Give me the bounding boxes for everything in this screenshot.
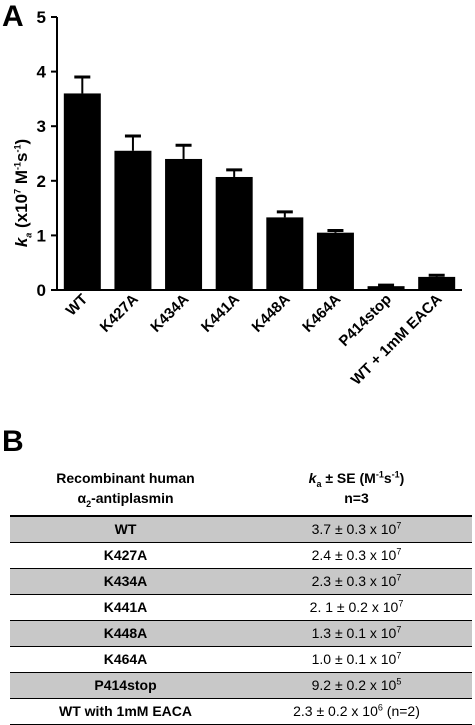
variant-name: P414stop bbox=[10, 672, 241, 699]
rate-value: 2.3 ± 0.3 x 107 bbox=[241, 568, 472, 595]
table-row: WT with 1mM EACA 2.3 ± 0.2 x 106 (n=2) bbox=[10, 698, 472, 725]
x-tick-label: K464A bbox=[299, 291, 344, 336]
x-tick-label: K441A bbox=[198, 291, 243, 336]
x-tick-label: WT bbox=[63, 291, 92, 320]
table-body: WT 3.7 ± 0.3 x 107 K427A 2.4 ± 0.3 x 107 K43… bbox=[10, 516, 472, 725]
exponent: 6 bbox=[377, 702, 383, 713]
exponent: 5 bbox=[396, 676, 402, 687]
exponent: 7 bbox=[396, 624, 402, 635]
variant-name: WT with 1mM EACA bbox=[10, 698, 241, 725]
y-tick-label: 0 bbox=[37, 281, 46, 300]
bar bbox=[165, 158, 203, 290]
y-axis-label-text: ka (x107 M-1s-1) bbox=[12, 138, 34, 248]
bar bbox=[266, 217, 304, 290]
header-col2-line1: ka ± SE (M-1s-1) bbox=[308, 469, 405, 489]
header-col1-line1: Recombinant human bbox=[56, 470, 195, 486]
table-row: K427A 2.4 ± 0.3 x 107 bbox=[10, 542, 472, 569]
variant-name: K448A bbox=[10, 620, 241, 647]
exponent: 7 bbox=[396, 650, 402, 661]
exponent: 7 bbox=[396, 572, 402, 583]
bar bbox=[63, 93, 101, 290]
rate-value: 1.0 ± 0.1 x 107 bbox=[241, 646, 472, 673]
x-tick-label: K427A bbox=[97, 291, 142, 336]
rate-value: 2.4 ± 0.3 x 107 bbox=[241, 542, 472, 569]
x-tick-label: K434A bbox=[147, 291, 192, 336]
panel-a-letter: A bbox=[2, 0, 24, 33]
exponent: 7 bbox=[396, 546, 402, 557]
exponent: 7 bbox=[396, 520, 402, 531]
y-tick-label: 1 bbox=[37, 226, 46, 245]
variant-name: K434A bbox=[10, 568, 241, 595]
rate-value: 1.3 ± 0.1 x 107 bbox=[241, 620, 472, 647]
rate-value: 2.3 ± 0.2 x 106 (n=2) bbox=[241, 698, 472, 725]
variant-name: K464A bbox=[10, 646, 241, 673]
x-tick-label: K448A bbox=[249, 291, 294, 336]
bar bbox=[215, 176, 253, 290]
y-tick-label: 5 bbox=[37, 8, 46, 27]
table-row: K448A 1.3 ± 0.1 x 107 bbox=[10, 620, 472, 647]
variant-name: K441A bbox=[10, 594, 241, 621]
y-axis-label: ka (x107 M-1s-1) bbox=[2, 93, 42, 293]
variant-name: WT bbox=[10, 516, 241, 543]
rate-value: 3.7 ± 0.3 x 107 bbox=[241, 516, 472, 543]
table-row: K441A 2. 1 ± 0.2 x 107 bbox=[10, 594, 472, 621]
bar bbox=[418, 276, 456, 290]
rate-value: 9.2 ± 0.2 x 105 bbox=[241, 672, 472, 699]
table-row: K464A 1.0 ± 0.1 x 107 bbox=[10, 646, 472, 673]
table-row: K434A 2.3 ± 0.3 x 107 bbox=[10, 568, 472, 595]
header-col1-line2: α2-antiplasmin bbox=[10, 490, 241, 517]
rate-value: 2. 1 ± 0.2 x 107 bbox=[241, 594, 472, 621]
y-tick-label: 3 bbox=[37, 117, 46, 136]
table-row: WT 3.7 ± 0.3 x 107 bbox=[10, 516, 472, 543]
table-row: P414stop 9.2 ± 0.2 x 105 bbox=[10, 672, 472, 699]
y-tick-label: 4 bbox=[37, 63, 47, 82]
panel-b-letter: B bbox=[2, 425, 24, 458]
bar bbox=[367, 286, 405, 290]
x-tick-label: WT + 1mM EACA bbox=[348, 291, 446, 389]
header-col2-line2: n=3 bbox=[241, 490, 472, 517]
bar bbox=[114, 150, 152, 290]
y-tick-label: 2 bbox=[37, 172, 46, 191]
bar bbox=[316, 232, 354, 290]
rate-constant-table: Recombinant human ka ± SE (M-1s-1) α2-an… bbox=[10, 466, 472, 725]
variant-name: K427A bbox=[10, 542, 241, 569]
exponent: 7 bbox=[398, 598, 404, 609]
